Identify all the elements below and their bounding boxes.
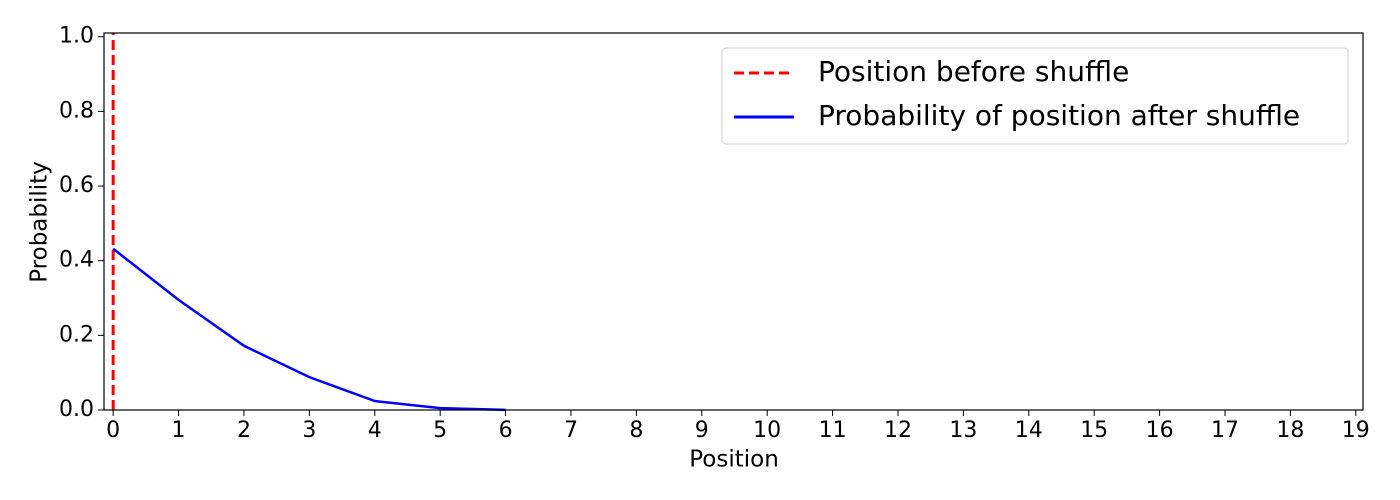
x-tick-label: 18 — [1276, 418, 1304, 443]
x-tick-label: 13 — [949, 418, 977, 443]
x-tick-label: 0 — [106, 418, 120, 443]
x-tick-label: 4 — [368, 418, 382, 443]
y-tick-label: 0.0 — [59, 397, 94, 422]
y-tick-label: 0.2 — [59, 322, 94, 347]
x-tick-label: 15 — [1080, 418, 1108, 443]
y-tick-label: 1.0 — [59, 24, 94, 49]
x-tick-label: 2 — [237, 418, 251, 443]
x-tick-label: 12 — [884, 418, 912, 443]
y-tick-label: 0.8 — [59, 98, 94, 123]
legend-label: Probability of position after shuffle — [818, 99, 1300, 132]
legend-box — [721, 47, 1349, 145]
y-tick-label: 0.4 — [59, 248, 94, 273]
x-tick-label: 19 — [1342, 418, 1370, 443]
x-tick-label: 3 — [302, 418, 316, 443]
x-tick-label: 5 — [433, 418, 447, 443]
x-tick-label: 8 — [629, 418, 643, 443]
x-tick-label: 1 — [172, 418, 186, 443]
x-tick-label: 6 — [499, 418, 513, 443]
x-tick-label: 17 — [1211, 418, 1239, 443]
x-tick-label: 9 — [695, 418, 709, 443]
x-tick-label: 16 — [1146, 418, 1174, 443]
legend-label: Position before shuffle — [818, 55, 1129, 88]
x-tick-label: 7 — [564, 418, 578, 443]
x-tick-label: 11 — [819, 418, 847, 443]
x-tick-label: 10 — [753, 418, 781, 443]
x-axis-label: Position — [689, 447, 779, 473]
y-tick-label: 0.6 — [59, 173, 94, 198]
y-axis-label: Probability — [27, 161, 53, 283]
x-tick-label: 14 — [1015, 418, 1043, 443]
plot-frame — [103, 32, 1364, 411]
data-line — [112, 247, 506, 412]
